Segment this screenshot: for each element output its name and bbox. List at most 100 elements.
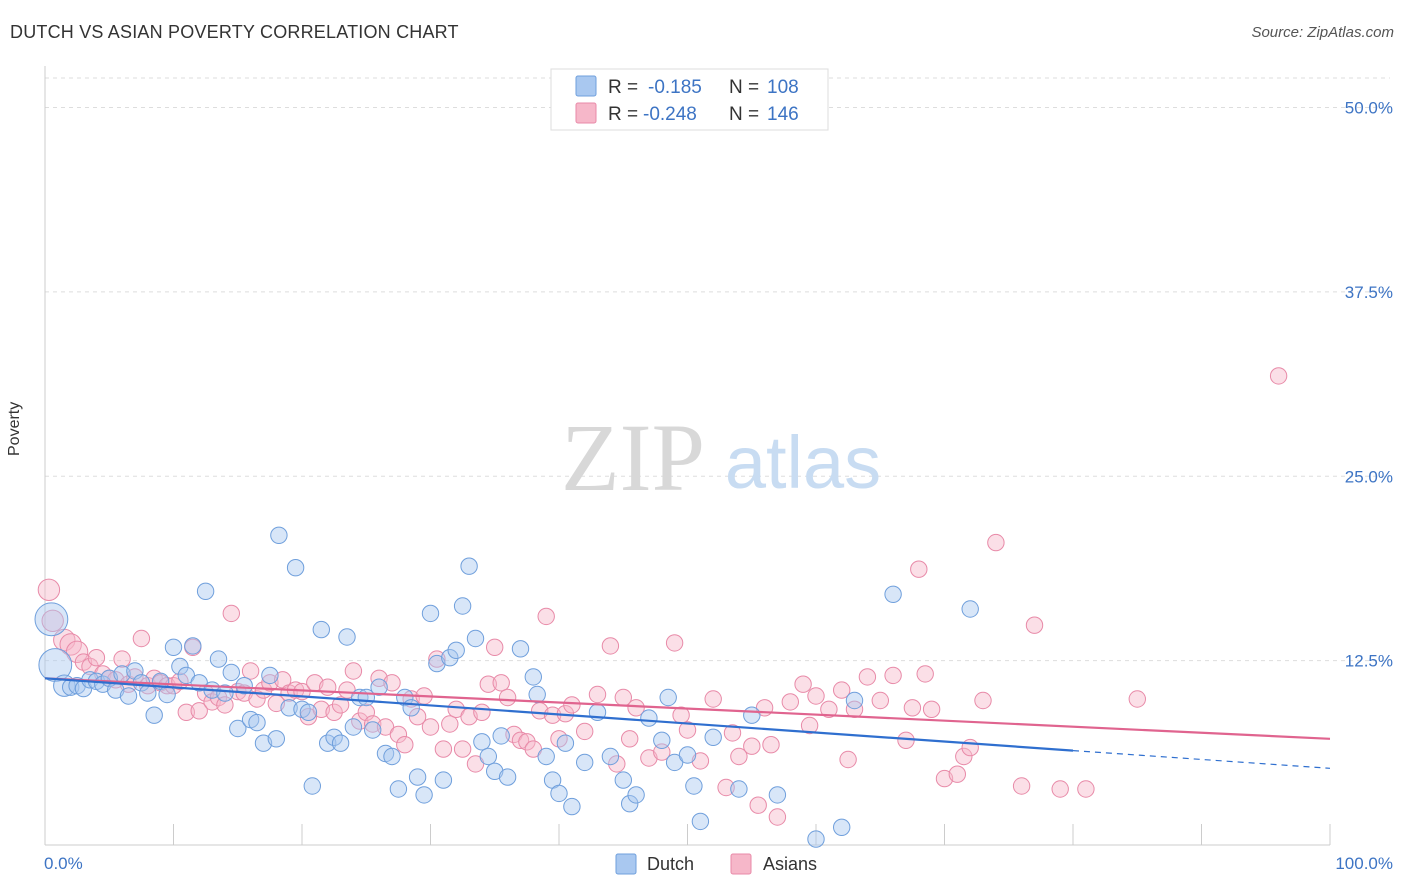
point-asians — [248, 690, 266, 708]
point-dutch — [614, 771, 632, 789]
point-asians — [653, 743, 671, 761]
y-tick-label: 37.5% — [1345, 283, 1393, 302]
point-dutch — [34, 602, 69, 637]
x-tick-labels: 0.0% 100.0% — [44, 854, 1393, 873]
legend-n-value-dutch: 108 — [767, 77, 799, 98]
point-asians — [344, 662, 363, 680]
point-asians — [59, 633, 82, 656]
point-dutch — [730, 780, 748, 798]
point-dutch — [556, 734, 575, 752]
point-dutch — [473, 733, 491, 751]
y-tick-label: 12.5% — [1345, 652, 1393, 671]
point-asians — [935, 769, 954, 788]
point-asians — [563, 696, 581, 714]
point-dutch — [807, 830, 825, 848]
point-asians — [1077, 780, 1095, 798]
point-asians — [434, 740, 453, 758]
point-asians — [1128, 690, 1147, 708]
point-asians — [132, 629, 151, 648]
legend-n-label-asians: N = — [729, 104, 759, 125]
point-dutch — [415, 786, 433, 804]
bottom-legend-label-dutch: Dutch — [647, 854, 694, 874]
point-dutch — [441, 649, 459, 667]
point-dutch — [768, 786, 787, 804]
point-dutch — [466, 629, 485, 648]
point-asians — [87, 649, 106, 667]
point-asians — [396, 736, 414, 754]
point-asians — [743, 737, 761, 755]
point-dutch — [338, 628, 356, 646]
legend-r-label-dutch: R = — [608, 77, 638, 98]
point-dutch — [704, 728, 722, 746]
point-asians — [717, 778, 735, 797]
point-asians — [486, 638, 504, 656]
point-asians — [492, 674, 510, 692]
bottom-legend-swatch-asians — [730, 853, 752, 875]
point-asians — [177, 703, 196, 721]
point-dutch — [453, 597, 472, 615]
point-dutch — [408, 768, 427, 786]
point-asians — [807, 687, 825, 705]
point-asians — [479, 675, 497, 693]
point-dutch — [460, 557, 478, 575]
point-asians — [1269, 367, 1288, 385]
point-asians — [987, 533, 1005, 552]
point-dutch — [177, 666, 196, 685]
point-asians — [1012, 777, 1031, 795]
point-dutch — [119, 687, 138, 705]
legend-n-label-dutch: N = — [729, 77, 759, 98]
point-dutch — [621, 795, 639, 813]
point-asians — [608, 755, 626, 773]
point-asians — [576, 722, 594, 741]
point-asians — [601, 637, 620, 655]
axes — [44, 66, 1331, 846]
point-dutch — [164, 638, 183, 656]
point-asians — [524, 740, 542, 758]
point-dutch — [312, 620, 330, 639]
point-asians — [839, 750, 857, 769]
point-dutch — [665, 753, 684, 772]
point-asians — [441, 715, 459, 733]
point-dutch — [331, 734, 350, 752]
point-asians — [216, 696, 234, 714]
point-asians — [884, 666, 902, 685]
point-dutch — [229, 719, 247, 738]
point-asians — [37, 578, 61, 601]
point-asians — [820, 700, 838, 718]
point-dutch — [171, 657, 189, 676]
point-asians — [974, 691, 992, 710]
point-asians — [1051, 780, 1069, 798]
point-asians — [383, 674, 401, 692]
point-asians — [453, 740, 472, 758]
point-asians — [1025, 616, 1044, 634]
point-dutch — [528, 685, 546, 704]
y-tick-label: 25.0% — [1345, 467, 1393, 486]
point-asians — [325, 703, 343, 721]
point-asians — [833, 681, 851, 699]
point-asians — [800, 716, 819, 735]
point-asians — [364, 715, 382, 733]
point-asians — [621, 730, 639, 748]
point-asians — [351, 712, 369, 730]
bottom-legend-label-asians: Asians — [763, 854, 817, 874]
point-dutch — [884, 585, 902, 603]
point-dutch — [325, 728, 343, 746]
watermark-atlas: atlas — [725, 421, 881, 504]
point-dutch — [139, 684, 157, 702]
point-dutch — [402, 699, 420, 717]
point-asians — [910, 560, 928, 578]
point-dutch — [743, 706, 761, 724]
point-dutch — [216, 684, 234, 702]
point-dutch — [434, 771, 453, 789]
point-dutch — [254, 734, 273, 752]
point-asians — [447, 700, 465, 718]
point-asians — [65, 640, 89, 663]
point-asians — [678, 721, 697, 739]
point-asians — [768, 808, 787, 826]
point-asians — [640, 749, 658, 767]
point-dutch — [286, 559, 305, 577]
point-asians — [665, 634, 684, 652]
point-asians — [505, 725, 523, 744]
point-asians — [312, 700, 330, 718]
point-asians — [723, 724, 742, 742]
